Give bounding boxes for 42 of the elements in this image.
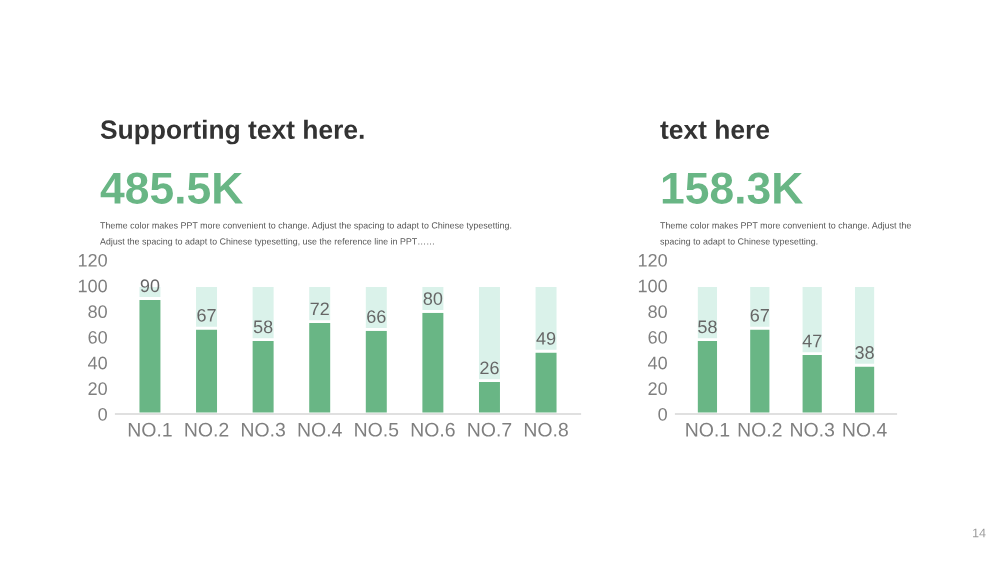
- y-tick-label: 0: [98, 407, 107, 421]
- data-label: 67: [750, 308, 769, 322]
- x-tick-label: NO.1: [128, 422, 172, 437]
- data-label: 49: [536, 331, 556, 345]
- x-tick-label: NO.4: [298, 422, 342, 437]
- y-tick-label: 120: [78, 253, 107, 267]
- x-tick-label: NO.3: [242, 422, 285, 437]
- y-tick-label: 20: [88, 382, 107, 396]
- data-label: 26: [480, 361, 499, 375]
- x-tick-label: NO.2: [738, 422, 782, 437]
- chart-title: text here: [660, 119, 770, 140]
- y-tick-label: 20: [648, 382, 667, 396]
- chart-subtitle: 158.3K: [662, 172, 803, 204]
- chart-subtitle: 485.5K: [100, 172, 243, 204]
- x-tick-label: NO.5: [355, 422, 399, 437]
- x-tick-label: NO.7: [468, 422, 512, 437]
- x-tick-label: NO.1: [686, 422, 730, 437]
- data-label: 67: [197, 308, 216, 322]
- x-tick-label: NO.8: [524, 422, 568, 437]
- y-tick-label: 80: [648, 305, 667, 319]
- data-label: 38: [855, 346, 874, 359]
- x-tick-label: NO.4: [843, 422, 887, 437]
- data-label: 66: [367, 310, 386, 323]
- chart-title: Supporting text here.: [100, 119, 364, 145]
- y-tick-label: 0: [658, 407, 667, 421]
- y-tick-label: 120: [638, 253, 667, 267]
- data-label: 80: [423, 292, 443, 305]
- data-label: 72: [310, 302, 329, 316]
- x-tick-label: NO.6: [411, 422, 455, 437]
- y-tick-label: 60: [648, 330, 667, 344]
- data-label: 58: [698, 320, 717, 334]
- data-label: 47: [802, 334, 822, 348]
- y-tick-label: 40: [648, 356, 667, 370]
- x-tick-label: NO.3: [791, 422, 835, 437]
- y-tick-label: 40: [88, 356, 107, 370]
- y-tick-label: 100: [638, 279, 667, 293]
- y-tick-label: 60: [88, 330, 107, 344]
- y-tick-label: 100: [78, 279, 107, 293]
- x-tick-label: NO.2: [185, 422, 229, 437]
- data-label: 58: [253, 320, 273, 334]
- y-tick-label: 80: [88, 305, 107, 319]
- data-label: 90: [140, 279, 160, 293]
